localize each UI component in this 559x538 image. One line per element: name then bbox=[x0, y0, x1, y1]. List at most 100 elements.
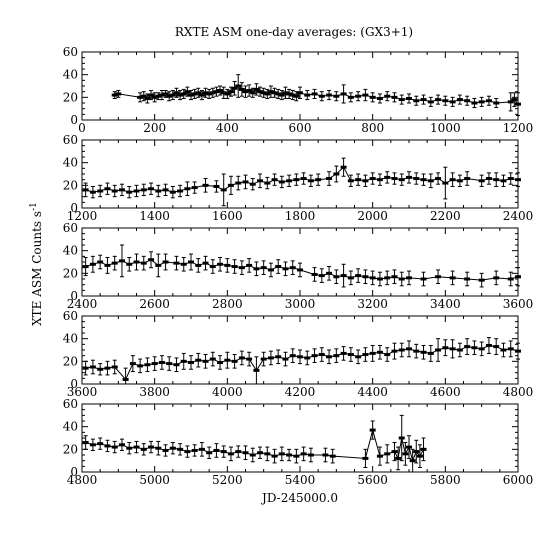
data-point bbox=[376, 344, 383, 360]
data-point bbox=[409, 448, 416, 473]
data-point bbox=[478, 96, 485, 107]
data-point bbox=[104, 256, 111, 274]
data-point bbox=[264, 88, 271, 99]
data-point bbox=[485, 337, 492, 354]
data-point bbox=[369, 420, 376, 440]
data-point bbox=[173, 87, 180, 98]
x-tick-label: 4800 bbox=[503, 385, 534, 399]
x-tick-label: 2400 bbox=[67, 297, 98, 311]
x-tick-label: 4400 bbox=[357, 385, 388, 399]
data-point bbox=[253, 261, 260, 277]
data-point bbox=[246, 258, 253, 273]
data-point bbox=[184, 445, 191, 458]
data-point bbox=[355, 91, 362, 102]
data-point bbox=[242, 174, 249, 190]
data-point bbox=[311, 267, 318, 282]
data-point bbox=[137, 358, 144, 374]
data-point bbox=[177, 443, 184, 456]
data-point bbox=[267, 350, 274, 366]
data-point bbox=[456, 94, 463, 105]
data-point bbox=[140, 443, 147, 456]
y-tick-label: 40 bbox=[63, 420, 78, 434]
x-tick-label: 3600 bbox=[503, 297, 534, 311]
data-point bbox=[493, 270, 500, 286]
data-point bbox=[311, 88, 318, 99]
data-point bbox=[493, 338, 500, 356]
y-tick-label: 40 bbox=[63, 332, 78, 346]
x-tick-label: 2600 bbox=[139, 297, 170, 311]
data-point bbox=[391, 172, 398, 185]
data-point bbox=[406, 435, 412, 459]
y-tick-label: 60 bbox=[63, 133, 78, 147]
data-point bbox=[118, 183, 125, 197]
x-tick-label: 2200 bbox=[430, 209, 461, 223]
data-point bbox=[155, 253, 162, 278]
data-point bbox=[293, 448, 300, 464]
data-point bbox=[173, 255, 180, 271]
data-point bbox=[198, 90, 205, 101]
data-point bbox=[478, 174, 485, 187]
data-point bbox=[398, 342, 405, 358]
data-point bbox=[202, 354, 209, 369]
data-point bbox=[180, 88, 187, 99]
data-point bbox=[151, 356, 158, 371]
data-point bbox=[180, 256, 187, 272]
data-point bbox=[148, 182, 155, 195]
data-point bbox=[420, 271, 427, 287]
data-point bbox=[507, 340, 514, 358]
data-point bbox=[442, 95, 449, 106]
data-point bbox=[442, 339, 449, 357]
data-point bbox=[126, 256, 133, 272]
data-point bbox=[478, 341, 485, 357]
x-tick-label: 5400 bbox=[285, 473, 316, 487]
data-point bbox=[333, 165, 340, 183]
data-point bbox=[427, 173, 434, 189]
data-point bbox=[420, 173, 427, 186]
data-point bbox=[271, 448, 278, 464]
data-point bbox=[333, 269, 340, 285]
x-tick-label: 3600 bbox=[67, 385, 98, 399]
x-tick-label: 200 bbox=[143, 121, 166, 135]
data-point bbox=[456, 174, 463, 187]
data-point bbox=[398, 271, 405, 287]
data-point bbox=[315, 173, 322, 186]
data-point bbox=[435, 94, 442, 105]
y-tick-label: 0 bbox=[70, 377, 78, 391]
x-tick-label: 2400 bbox=[503, 209, 534, 223]
data-point bbox=[406, 93, 412, 104]
series-line bbox=[85, 259, 519, 281]
x-tick-label: 6000 bbox=[503, 473, 534, 487]
data-point bbox=[464, 271, 471, 287]
data-point bbox=[326, 171, 333, 186]
data-point bbox=[362, 88, 369, 102]
data-point bbox=[398, 414, 405, 462]
panel-2: 1200 1400 1600 1800 2000 2200 2400 0 20 40 60 bbox=[63, 133, 534, 223]
data-point bbox=[485, 172, 492, 185]
data-point bbox=[500, 342, 507, 358]
y-tick-label: 0 bbox=[70, 465, 78, 479]
data-point bbox=[347, 92, 354, 103]
data-point bbox=[177, 184, 184, 198]
data-point bbox=[300, 446, 307, 462]
data-point bbox=[166, 356, 173, 371]
data-point bbox=[260, 351, 267, 367]
y-axis-label: XTE ASM Counts s-1 bbox=[29, 202, 44, 326]
data-point bbox=[169, 185, 176, 199]
data-point bbox=[238, 82, 245, 97]
data-point bbox=[169, 90, 176, 101]
data-point bbox=[111, 184, 118, 198]
x-tick-label: 3800 bbox=[139, 385, 170, 399]
data-point bbox=[406, 340, 412, 358]
data-point bbox=[464, 338, 471, 356]
data-point bbox=[213, 180, 220, 193]
x-tick-label: 2800 bbox=[212, 297, 243, 311]
data-point bbox=[198, 442, 205, 457]
data-point bbox=[427, 344, 434, 362]
data-point bbox=[322, 447, 329, 463]
data-point bbox=[249, 447, 256, 463]
x-tick-label: 3400 bbox=[430, 297, 461, 311]
y-tick-label: 0 bbox=[70, 289, 78, 303]
data-point bbox=[384, 347, 391, 362]
